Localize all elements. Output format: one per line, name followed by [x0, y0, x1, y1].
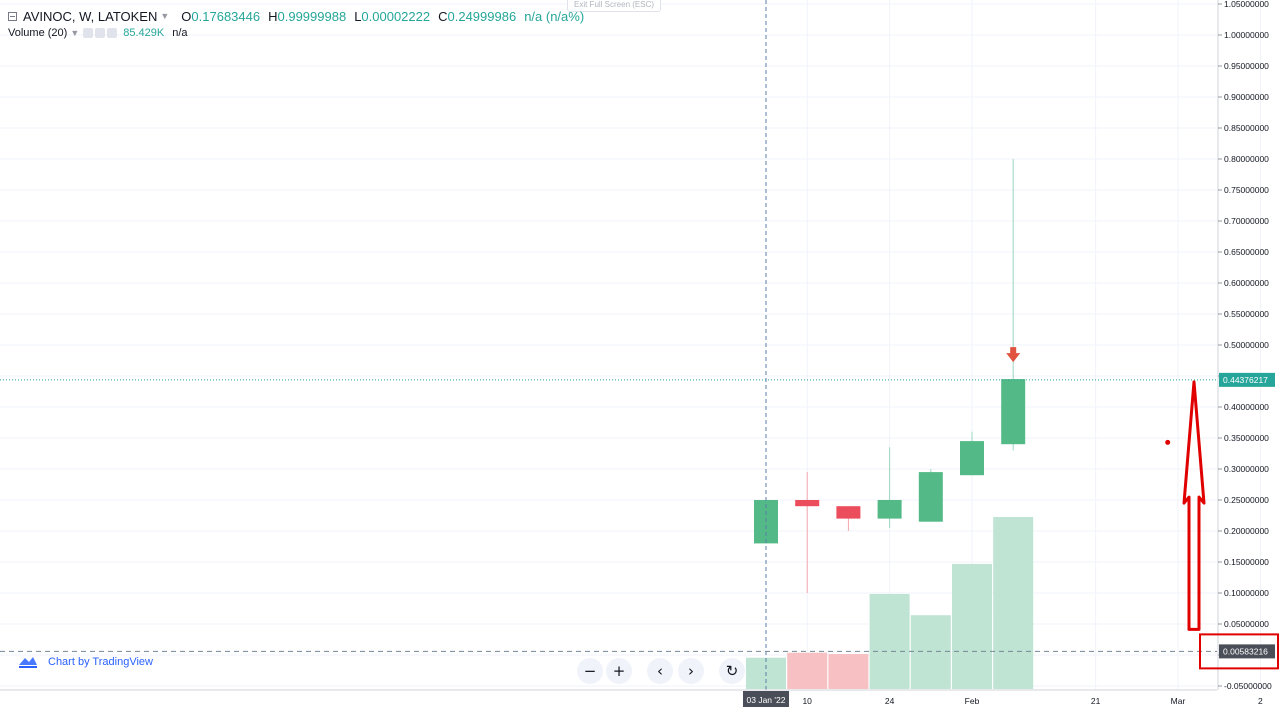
chevron-down-icon[interactable]: ▼	[70, 28, 80, 38]
highlight-box	[1199, 633, 1279, 670]
price-tick-label: 0.15000000	[1224, 557, 1269, 567]
zoom-out-button[interactable]: −	[577, 658, 603, 684]
candle-body	[960, 441, 984, 476]
high-key: H	[268, 8, 278, 24]
volume-bar	[869, 593, 910, 689]
tradingview-logo-icon	[19, 657, 37, 668]
price-tick-label: 0.70000000	[1224, 216, 1269, 226]
cursor-date-label: 03 Jan '22	[747, 695, 786, 705]
candle-body	[836, 506, 861, 519]
volume-legend: Volume (20) ▼ 85.429K n/a	[8, 26, 188, 40]
price-tick-label: 1.05000000	[1224, 0, 1269, 9]
symbol-legend: AVINOC, W, LATOKEN ▼ O 0.17683446 H 0.99…	[8, 6, 584, 26]
price-tick-label: 0.55000000	[1224, 309, 1269, 319]
price-tick-label: 0.85000000	[1224, 123, 1269, 133]
close-key: C	[438, 8, 448, 24]
low-value: 0.00002222	[361, 8, 431, 24]
close-value: 0.24999986	[447, 8, 517, 24]
volume-bar	[952, 563, 992, 689]
candle-body	[795, 500, 820, 507]
price-tick-label: 0.65000000	[1224, 247, 1269, 257]
collapse-legend-icon[interactable]	[8, 11, 17, 21]
change-value: n/a (n/a%)	[524, 8, 585, 24]
time-tick-label: 10	[802, 696, 812, 706]
price-tick-label: -0.05000000	[1224, 681, 1272, 691]
chevron-down-icon[interactable]: ▼	[160, 11, 170, 21]
cursor-price-label: 0.00583216	[1223, 646, 1268, 656]
brand-label[interactable]: Chart by TradingView	[48, 656, 153, 668]
time-tick-label: 24	[885, 696, 895, 706]
high-value: 0.99999988	[277, 8, 347, 24]
price-tick-label: 0.25000000	[1224, 495, 1269, 505]
price-tick-label: 0.75000000	[1224, 185, 1269, 195]
eye-icon[interactable]	[83, 28, 94, 38]
price-tick-label: 0.05000000	[1224, 619, 1269, 629]
last-price-label: 0.44376217	[1223, 375, 1268, 385]
open-key: O	[181, 8, 192, 24]
price-tick-label: 0.40000000	[1224, 402, 1269, 412]
tradingview-brand[interactable]: Chart by TradingView	[18, 655, 153, 669]
scroll-right-button[interactable]: ›	[678, 658, 704, 684]
volume-label[interactable]: Volume (20)	[8, 27, 68, 39]
close-icon[interactable]	[107, 28, 118, 38]
price-tick-label: 0.95000000	[1224, 61, 1269, 71]
cursor-price-badge	[1219, 644, 1275, 659]
exit-fullscreen-button[interactable]: Exit Full Screen (ESC)	[567, 0, 662, 12]
scroll-left-button[interactable]: ‹	[647, 658, 673, 684]
volume-value: 85.429K	[123, 27, 165, 39]
time-tick-label: Mar	[1171, 696, 1186, 706]
time-tick-label: 2	[1258, 696, 1263, 706]
volume-bar	[828, 653, 869, 689]
price-tick-label: 0.60000000	[1224, 278, 1269, 288]
cursor-date-badge	[743, 691, 789, 707]
low-key: L	[354, 8, 362, 24]
price-tick-label: 0.30000000	[1224, 464, 1269, 474]
price-tick-label: 0.80000000	[1224, 154, 1269, 164]
price-tick-label: 0.20000000	[1224, 526, 1269, 536]
price-lines	[0, 0, 1217, 690]
time-tick-label: 21	[1091, 696, 1101, 706]
time-tick-label: Feb	[965, 696, 980, 706]
symbol-title[interactable]: AVINOC, W, LATOKEN	[23, 8, 158, 24]
price-axis[interactable]: 1.05000000 1.00000000 0.95000000 0.90000000…	[1217, 0, 1275, 691]
up-arrow-annotation	[1182, 380, 1206, 631]
zoom-in-button[interactable]: +	[606, 658, 632, 684]
chart-grid	[0, 0, 1261, 690]
candle-body	[918, 472, 943, 522]
price-tick-label: 0.10000000	[1224, 588, 1269, 598]
price-tick-label: 0.90000000	[1224, 92, 1269, 102]
arrow-down-icon	[1006, 347, 1021, 363]
candle-body	[877, 500, 902, 519]
open-value: 0.17683446	[191, 8, 261, 24]
volume-bar	[787, 652, 828, 689]
gear-icon[interactable]	[95, 28, 106, 38]
price-tick-label: 1.00000000	[1224, 30, 1269, 40]
annotation-dot	[1165, 439, 1171, 445]
annotations	[1006, 347, 1279, 670]
volume-bar	[993, 517, 1034, 689]
price-tick-label: 0.50000000	[1224, 340, 1269, 350]
volume-bar	[910, 615, 951, 689]
last-price-badge	[1219, 372, 1275, 387]
candle-body	[1001, 379, 1026, 445]
volume-extra: n/a	[172, 27, 188, 39]
time-axis[interactable]: 03 Jan '22 10 24 Feb 21 Mar 2	[0, 689, 1263, 707]
price-tick-label: 0.35000000	[1224, 433, 1269, 443]
reset-chart-button[interactable]: ↻	[719, 658, 745, 684]
